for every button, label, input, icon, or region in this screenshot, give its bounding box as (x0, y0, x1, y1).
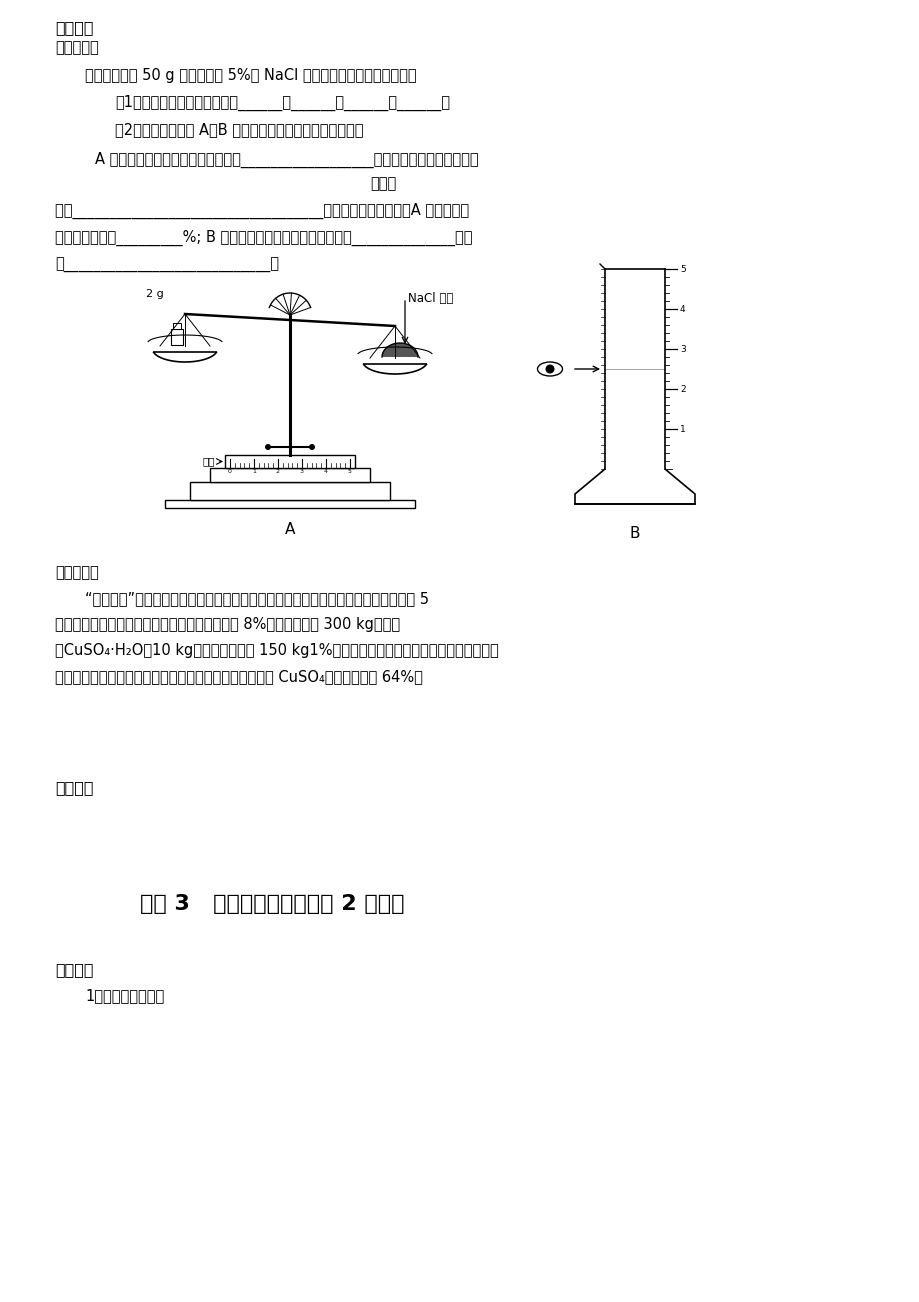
Text: 3: 3 (300, 469, 303, 474)
Polygon shape (381, 342, 417, 357)
Text: 课题 3   溶质的质量分数（第 2 课时）: 课题 3 溶质的质量分数（第 2 课时） (140, 894, 404, 914)
Text: 亩果园，准备为果树喷洒一次波尔多液。他现有 8%的硫酸铜溶液 300 kg、蓝矾: 亩果园，准备为果树喷洒一次波尔多液。他现有 8%的硫酸铜溶液 300 kg、蓝矾 (55, 617, 400, 631)
Text: （1）该实验的主要操作步骤是______、______、______、______。: （1）该实验的主要操作步骤是______、______、______、_____… (115, 95, 449, 111)
Text: NaCl 固体: NaCl 固体 (407, 292, 453, 305)
Text: 5: 5 (679, 264, 685, 273)
Text: 实验室欲配制 50 g 质量分数为 5%的 NaCl 溶液。试回答下列下列问题。: 实验室欲配制 50 g 质量分数为 5%的 NaCl 溶液。试回答下列下列问题。 (85, 68, 416, 83)
Bar (165, 500, 414, 508)
Text: A: A (285, 522, 295, 536)
Text: 下同）: 下同） (369, 176, 396, 191)
Text: 5: 5 (347, 469, 352, 474)
Text: 2: 2 (679, 384, 685, 393)
Text: B: B (630, 526, 640, 542)
Text: 【选做题】: 【选做题】 (55, 565, 98, 579)
Text: 后的溶液浓度为_________%; B 操作导致所配溶液溶质的质量分数______________，改: 后的溶液浓度为_________%; B 操作导致所配溶液溶质的质量分数____… (55, 230, 472, 246)
Circle shape (545, 365, 554, 374)
Text: 2: 2 (276, 469, 279, 474)
Text: 【必做题】: 【必做题】 (55, 40, 98, 55)
Text: 游码: 游码 (202, 457, 215, 466)
Text: 学习目标: 学习目标 (55, 962, 94, 976)
Text: 1: 1 (252, 469, 255, 474)
Circle shape (265, 444, 271, 450)
Text: 4: 4 (679, 305, 685, 314)
Circle shape (309, 444, 314, 450)
Text: 1: 1 (679, 424, 685, 434)
Bar (171, 329, 183, 345)
Text: “烟台苹果”享誉全国，波尔多液是烟台果农常用的一种果树杀菌农药。一果农管理了 5: “烟台苹果”享誉全国，波尔多液是烟台果农常用的一种果树杀菌农药。一果农管理了 5 (85, 591, 428, 605)
Text: 0: 0 (228, 469, 232, 474)
Bar (210, 467, 369, 482)
Text: 1．掌握溶液浓度。: 1．掌握溶液浓度。 (85, 988, 165, 1003)
Text: 下他现有的硫酸铜药品是否能满足需要？（已知：蓝矾中 CuSO₄的质量分数为 64%）: 下他现有的硫酸铜药品是否能满足需要？（已知：蓝矾中 CuSO₄的质量分数为 64… (55, 669, 423, 684)
Text: 2 g: 2 g (146, 289, 164, 299)
Text: 4: 4 (323, 469, 328, 474)
Text: 课堂小结: 课堂小结 (55, 780, 94, 796)
Text: 3: 3 (679, 345, 685, 354)
Text: 改正__________________________________，若其他操作都正确，A 操作导致最: 改正__________________________________，若其他… (55, 203, 469, 219)
Text: A 操作导致所配溶液溶质的质量分数__________________，（填偏大、偏小或不变，: A 操作导致所配溶液溶质的质量分数__________________，（填偏大… (95, 152, 478, 168)
Text: （CuSO₄·H₂O）10 kg、每亩地需要用 150 kg1%的硫酸铜溶液来配制波尔多液。请你计算一: （CuSO₄·H₂O）10 kg、每亩地需要用 150 kg1%的硫酸铜溶液来配… (55, 643, 498, 658)
Text: 正____________________________。: 正____________________________。 (55, 258, 278, 273)
Text: （2）分别说明图中 A、B 操作对实验结果的影响，并改正。: （2）分别说明图中 A、B 操作对实验结果的影响，并改正。 (115, 122, 363, 137)
Text: 拓展提升: 拓展提升 (55, 20, 94, 35)
Bar (225, 454, 355, 467)
Bar (190, 482, 390, 500)
Bar (173, 323, 181, 329)
